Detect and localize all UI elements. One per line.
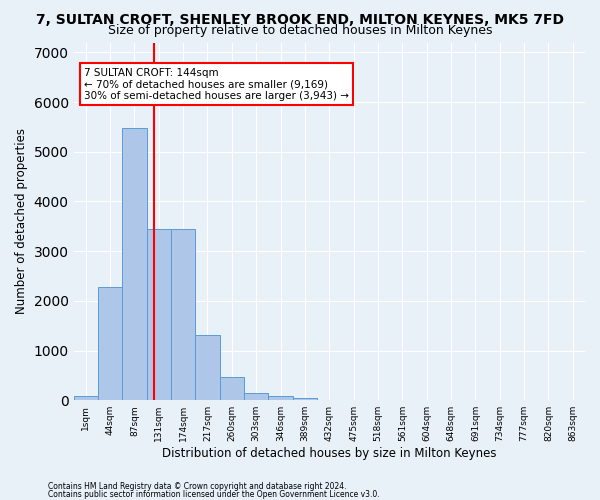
Bar	[74, 396, 98, 400]
Bar	[98, 287, 122, 400]
Bar	[171, 230, 196, 400]
Bar	[293, 398, 317, 400]
Text: Contains public sector information licensed under the Open Government Licence v3: Contains public sector information licen…	[48, 490, 380, 499]
Bar	[122, 128, 146, 400]
Bar	[268, 396, 293, 400]
Text: 7, SULTAN CROFT, SHENLEY BROOK END, MILTON KEYNES, MK5 7FD: 7, SULTAN CROFT, SHENLEY BROOK END, MILT…	[36, 12, 564, 26]
Bar	[196, 335, 220, 400]
Text: 7 SULTAN CROFT: 144sqm
← 70% of detached houses are smaller (9,169)
30% of semi-: 7 SULTAN CROFT: 144sqm ← 70% of detached…	[84, 68, 349, 100]
Bar	[220, 377, 244, 400]
Text: Size of property relative to detached houses in Milton Keynes: Size of property relative to detached ho…	[108, 24, 492, 37]
Bar	[146, 230, 171, 400]
Text: Contains HM Land Registry data © Crown copyright and database right 2024.: Contains HM Land Registry data © Crown c…	[48, 482, 347, 491]
Bar	[244, 392, 268, 400]
Y-axis label: Number of detached properties: Number of detached properties	[15, 128, 28, 314]
X-axis label: Distribution of detached houses by size in Milton Keynes: Distribution of detached houses by size …	[162, 447, 497, 460]
